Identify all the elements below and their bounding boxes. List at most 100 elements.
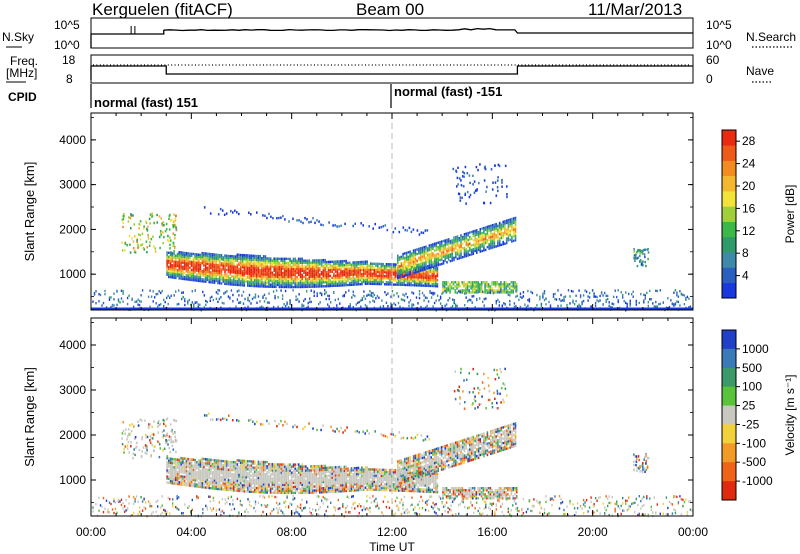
echo-cell	[594, 301, 597, 305]
echo-cell	[173, 276, 175, 279]
echo-cell	[257, 490, 260, 494]
echo-cell	[208, 470, 210, 473]
echo-cell	[215, 477, 217, 480]
echo-cell	[201, 473, 203, 477]
echo-cell	[187, 484, 189, 487]
echo-cell	[419, 265, 422, 268]
echo-cell	[178, 476, 181, 480]
echo-cell	[210, 279, 212, 282]
echo-cell	[240, 282, 242, 285]
echo-cell	[257, 275, 260, 278]
echo-cell	[138, 227, 140, 230]
echo-cell	[435, 262, 438, 265]
echo-cell	[185, 270, 188, 273]
echo-cell	[434, 278, 437, 282]
echo-cell	[432, 263, 434, 266]
echo-cell	[422, 270, 425, 273]
echo-cell	[169, 270, 172, 273]
echo-cell	[338, 262, 340, 265]
echo-cell	[306, 479, 309, 482]
echo-cell	[287, 257, 289, 261]
echo-cell	[463, 237, 466, 240]
echo-cell	[511, 229, 513, 232]
echo-cell	[218, 481, 221, 485]
echo-cell	[172, 223, 175, 227]
echo-cell	[345, 283, 347, 287]
echo-cell	[264, 485, 267, 488]
echo-cell	[505, 283, 507, 286]
echo-cell	[357, 267, 360, 270]
echo-cell	[326, 281, 328, 284]
echo-cell	[211, 261, 214, 264]
echo-cell	[415, 272, 418, 275]
echo-cell	[172, 245, 174, 248]
echo-cell	[168, 236, 171, 239]
echo-cell	[225, 480, 228, 483]
echo-cell	[231, 468, 233, 472]
echo-cell	[412, 265, 415, 268]
echo-cell	[283, 303, 285, 306]
echo-cell	[486, 225, 489, 229]
echo-cell	[266, 489, 268, 492]
echo-cell	[252, 462, 254, 465]
echo-cell	[463, 255, 466, 258]
echo-cell	[617, 299, 619, 302]
echo-cell	[312, 483, 314, 486]
echo-cell	[231, 279, 233, 282]
echo-cell	[359, 266, 361, 270]
echo-cell	[239, 301, 242, 304]
echo-cell	[329, 280, 332, 284]
echo-cell	[222, 466, 224, 469]
echo-cell	[247, 460, 249, 463]
echo-cell	[213, 481, 216, 484]
echo-cell	[498, 226, 501, 229]
echo-cell	[345, 259, 347, 263]
echo-cell	[486, 289, 488, 292]
echo-cell	[289, 473, 291, 476]
echo-cell	[398, 277, 400, 280]
echo-cell	[418, 267, 420, 271]
echo-cell	[289, 485, 291, 489]
echo-cell	[290, 491, 293, 495]
echo-cell	[503, 285, 506, 288]
echo-cell	[278, 489, 281, 492]
echo-cell	[210, 462, 212, 466]
echo-cell	[502, 220, 504, 223]
echo-cell	[306, 261, 309, 264]
echo-cell	[231, 481, 233, 484]
echo-cell	[494, 289, 497, 292]
echo-cell	[374, 222, 376, 226]
echo-cell	[290, 487, 293, 491]
echo-cell	[501, 178, 503, 182]
echo-cell	[312, 475, 314, 478]
echo-cell	[215, 257, 217, 260]
echo-cell	[280, 277, 282, 281]
echo-cell	[451, 245, 453, 249]
echo-cell	[453, 301, 455, 305]
echo-cell	[512, 226, 515, 229]
echo-cell	[264, 269, 267, 272]
echo-cell	[321, 292, 323, 295]
echo-cell	[116, 289, 118, 293]
echo-cell	[680, 292, 683, 295]
echo-cell	[296, 298, 299, 301]
echo-cell	[413, 282, 416, 285]
echo-cell	[449, 242, 452, 245]
echo-cell	[131, 297, 133, 300]
echo-cell	[262, 460, 265, 464]
echo-cell	[139, 238, 142, 241]
echo-cell	[479, 290, 481, 293]
echo-cell	[428, 253, 431, 256]
echo-cell	[368, 270, 370, 273]
echo-cell	[254, 272, 256, 276]
echo-cell	[276, 485, 279, 488]
echo-cell	[294, 483, 296, 486]
echo-cell	[243, 272, 246, 275]
echo-cell	[176, 252, 179, 256]
echo-cell	[290, 265, 293, 269]
echo-cell	[543, 290, 546, 293]
echo-cell	[455, 253, 457, 257]
echo-cell	[274, 296, 276, 300]
echo-cell	[607, 297, 609, 301]
echo-cell	[502, 227, 504, 230]
